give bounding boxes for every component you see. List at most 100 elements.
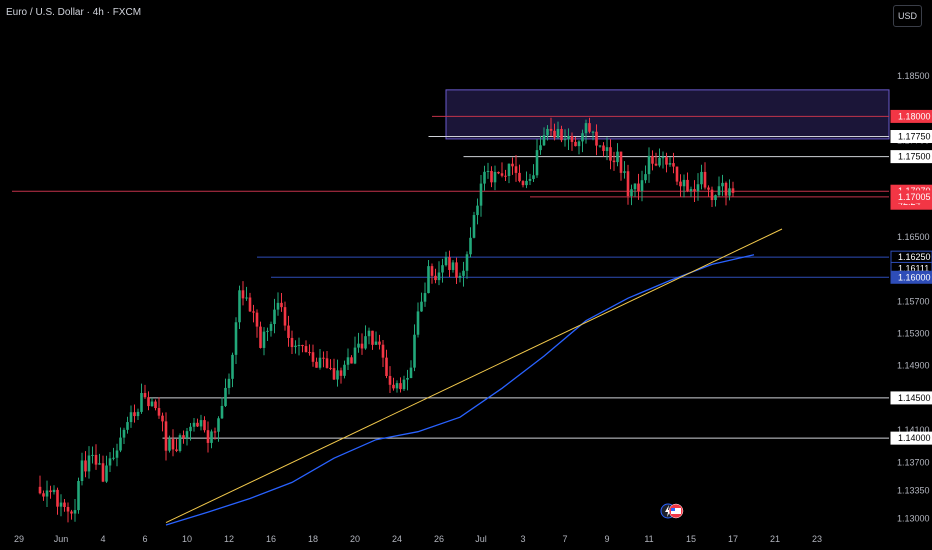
candle-body: [255, 312, 259, 327]
candle-body: [227, 378, 231, 388]
candle-body: [539, 145, 542, 151]
y-tick-label: 1.15300: [897, 329, 930, 339]
supply-zone-layer: [445, 89, 890, 140]
candle-body: [45, 490, 49, 497]
candle-body: [84, 460, 87, 472]
candle-body: [500, 173, 504, 176]
x-tick-label: Jun: [54, 534, 69, 544]
event-icons[interactable]: [660, 503, 684, 519]
candle-body: [287, 325, 290, 338]
y-tick-label: 1.14100: [897, 425, 930, 435]
y-tick-label: 1.15700: [897, 296, 930, 306]
candle-body: [455, 262, 458, 278]
candle-body: [252, 311, 255, 313]
candle-body: [441, 265, 444, 273]
candle-body: [630, 189, 633, 196]
price-label-text: 1.14500: [898, 393, 931, 403]
x-axis: 29 Jun 4 6 10 12 16 18 20 24 26 Jul 3 7 9 11 15 17 21 23: [14, 534, 822, 544]
x-tick-label: 18: [308, 534, 318, 544]
flag-stripes: [671, 508, 681, 514]
candle-body: [49, 490, 52, 493]
candle-body: [437, 272, 441, 281]
candle-body: [360, 343, 364, 349]
candle-body: [343, 364, 346, 376]
candle-body: [402, 379, 406, 390]
candle-body: [514, 166, 518, 173]
price-label-text: 1.17750: [898, 132, 931, 142]
x-tick-label: 6: [142, 534, 147, 544]
candle-body: [38, 486, 42, 494]
candle-body: [497, 171, 500, 174]
x-tick-label: 20: [350, 534, 360, 544]
y-tick-label: 1.13700: [897, 457, 930, 467]
currency-button[interactable]: USD: [893, 5, 922, 27]
candle-body: [504, 175, 507, 177]
candle-body: [591, 131, 595, 133]
candle-body: [133, 412, 136, 417]
candle-body: [63, 502, 66, 507]
candle-body: [658, 158, 661, 166]
candle-body: [73, 510, 77, 514]
candle-body: [234, 322, 238, 355]
flag-canton: [671, 508, 675, 511]
candle-body: [353, 347, 357, 364]
candle-body: [315, 361, 318, 368]
price-label-text: 1.16000: [898, 272, 931, 282]
candle-body: [696, 184, 700, 192]
candle-body: [686, 179, 689, 192]
candle-body: [388, 375, 392, 385]
candle-body: [136, 411, 140, 417]
candle-body: [290, 337, 294, 348]
candle-body: [679, 181, 682, 187]
candle-body: [157, 408, 161, 416]
price-label-box: [890, 431, 932, 445]
candle-body: [395, 383, 399, 389]
candle-body: [605, 147, 609, 151]
candle-body: [707, 187, 710, 190]
candle-body: [556, 128, 560, 138]
x-tick-label: 12: [224, 534, 234, 544]
candle-body: [710, 189, 714, 201]
candle-body: [444, 257, 448, 266]
moving-average-line: [165, 254, 755, 526]
candle-body: [210, 431, 213, 443]
candle-body: [322, 357, 325, 359]
candle-body: [528, 178, 532, 181]
candle-body: [311, 352, 315, 362]
price-label-box: [890, 270, 932, 284]
y-tick-label: 1.16500: [897, 232, 930, 242]
candle-body: [654, 163, 658, 166]
candle-body: [374, 341, 378, 345]
candle-body: [637, 183, 640, 192]
candle-body: [416, 311, 420, 335]
candle-body: [70, 511, 73, 514]
candle-body: [483, 171, 486, 184]
x-tick-label: 9: [604, 534, 609, 544]
candle-body: [91, 454, 94, 456]
candle-body: [633, 183, 637, 190]
candle-body: [665, 157, 668, 165]
candle-body: [616, 151, 619, 163]
candle-body: [294, 345, 297, 348]
candle-body: [122, 429, 126, 438]
candle-body: [549, 128, 553, 131]
candle-body: [465, 254, 469, 271]
candle-body: [518, 172, 521, 182]
candle-body: [259, 326, 262, 348]
candle-body: [399, 383, 402, 390]
y-tick-label: 1.14900: [897, 361, 930, 371]
candle-body: [147, 397, 150, 407]
candle-body: [248, 297, 252, 312]
candles-layer: [38, 117, 735, 523]
candle-body: [469, 237, 472, 255]
candle-body: [171, 439, 175, 450]
horizontal-levels-layer: [12, 115, 889, 439]
candle-body: [647, 155, 651, 175]
candle-body: [563, 139, 567, 141]
candle-body: [175, 449, 178, 451]
candle-body: [717, 186, 721, 196]
candle-body: [588, 123, 591, 132]
y-tick-label: 1.13000: [897, 514, 930, 524]
candle-body: [570, 136, 574, 142]
